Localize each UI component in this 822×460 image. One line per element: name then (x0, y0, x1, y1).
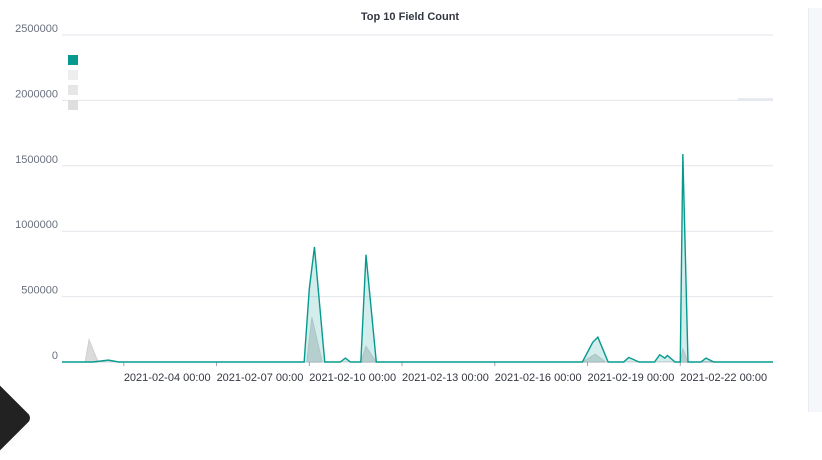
top-10-field-count-chart: Top 10 Field Count 0 500000 1000000 1500000… (15, 11, 773, 384)
x-tick-label: 2021-02-04 00:00 (124, 372, 211, 384)
y-tick-label: 2500000 (15, 23, 58, 35)
y-tick-label: 1000000 (15, 219, 58, 231)
x-tick-label: 2021-02-16 00:00 (495, 372, 582, 384)
chart-svg: Top 10 Field Count 0 500000 1000000 1500000… (15, 11, 773, 384)
legend-swatch[interactable] (68, 55, 78, 65)
x-tick-label: 2021-02-10 00:00 (309, 372, 396, 384)
grid-lines (62, 34, 773, 298)
y-tick-label: 500000 (21, 285, 58, 297)
series-line (62, 154, 773, 363)
x-axis: 2021-02-04 00:00 2021-02-07 00:00 2021-02-… (123, 362, 767, 384)
x-tick-label: 2021-02-19 00:00 (588, 372, 675, 384)
legend-swatch[interactable] (68, 85, 78, 95)
legend-swatch[interactable] (68, 100, 78, 110)
chart-title: Top 10 Field Count (361, 11, 460, 23)
series-layer (62, 154, 773, 363)
y-tick-label: 0 (52, 350, 58, 362)
right-side-panel (808, 8, 822, 412)
y-tick-label: 2000000 (15, 88, 58, 100)
y-axis: 0 500000 1000000 1500000 2000000 2500000 (15, 23, 773, 363)
series-area (62, 154, 773, 362)
x-tick-label: 2021-02-13 00:00 (402, 372, 489, 384)
legend-swatch[interactable] (68, 70, 78, 80)
y-tick-label: 1500000 (15, 154, 58, 166)
x-tick-label: 2021-02-07 00:00 (217, 372, 304, 384)
legend (68, 55, 78, 110)
x-tick-label: 2021-02-22 00:00 (680, 372, 767, 384)
